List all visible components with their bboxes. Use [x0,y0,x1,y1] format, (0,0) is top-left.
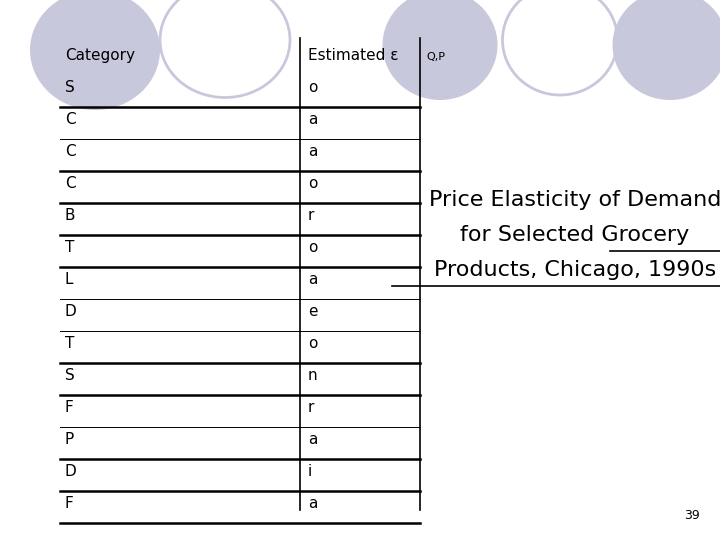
Text: P: P [65,432,74,447]
Text: Category: Category [65,48,135,63]
Text: F: F [65,400,73,415]
Text: D: D [65,304,77,319]
Text: for Selected Grocery: for Selected Grocery [460,225,690,245]
Text: a: a [308,496,318,511]
Text: Grocery: Grocery [75,225,163,245]
Text: for Selected: for Selected [75,225,217,245]
Ellipse shape [382,0,498,100]
Text: B: B [65,208,76,223]
Text: o: o [308,176,318,191]
Text: F: F [65,496,73,511]
Ellipse shape [160,0,290,98]
Text: r: r [308,400,315,415]
Text: T: T [65,240,74,255]
Text: Products, Chicago, 1990s: Products, Chicago, 1990s [434,260,716,280]
Text: C: C [65,144,76,159]
Text: for Selected Grocery: for Selected Grocery [460,225,690,245]
Text: Q,P: Q,P [426,52,445,62]
Text: e: e [308,304,318,319]
Text: C: C [65,112,76,127]
Text: for Selected Grocery: for Selected Grocery [460,225,690,245]
Text: r: r [308,208,315,223]
Text: n: n [308,368,318,383]
Text: a: a [308,144,318,159]
Text: T: T [65,336,74,351]
Text: a: a [308,432,318,447]
Text: Price Elasticity of Demand: Price Elasticity of Demand [429,190,720,210]
Text: C: C [65,176,76,191]
Text: o: o [308,336,318,351]
Text: 39: 39 [684,509,700,522]
Text: D: D [65,464,77,479]
Text: S: S [65,80,75,95]
Ellipse shape [613,0,720,100]
Text: L: L [65,272,73,287]
Text: S: S [65,368,75,383]
Text: a: a [308,112,318,127]
Ellipse shape [503,0,618,95]
Text: o: o [308,240,318,255]
Text: Products, Chicago, 1990s: Products, Chicago, 1990s [434,260,716,280]
Text: o: o [308,80,318,95]
Ellipse shape [30,0,160,110]
Text: i: i [308,464,312,479]
Text: a: a [308,272,318,287]
Text: Estimated ε: Estimated ε [308,48,398,63]
